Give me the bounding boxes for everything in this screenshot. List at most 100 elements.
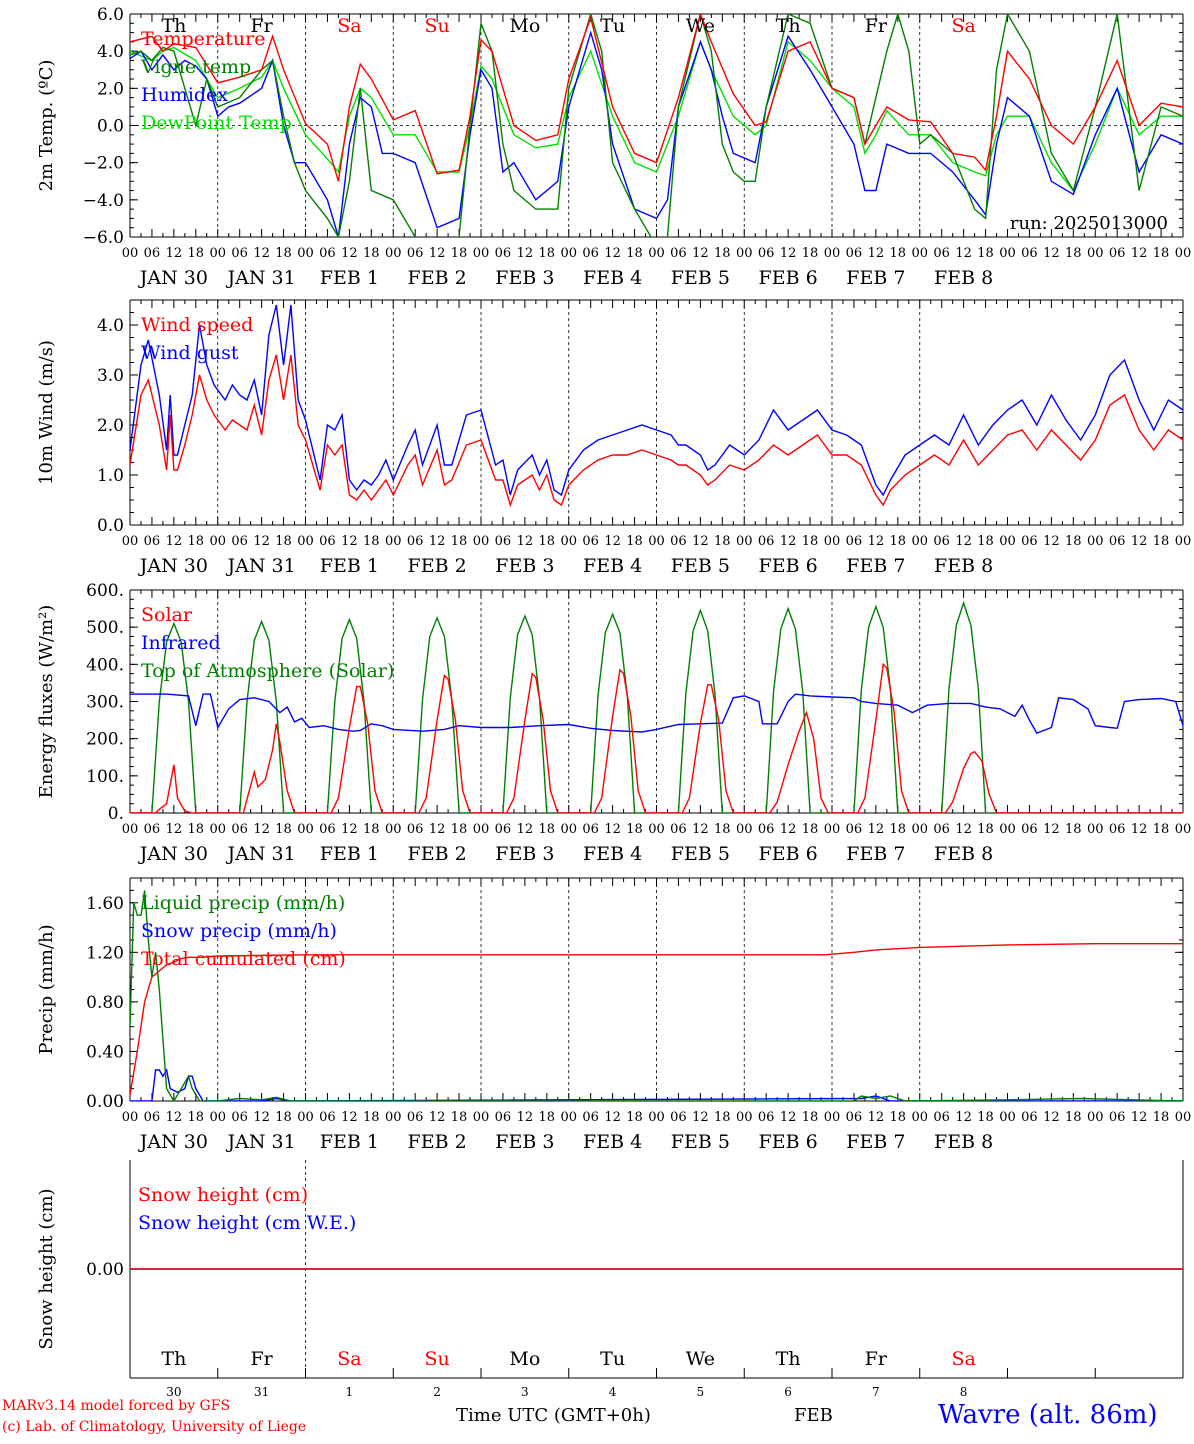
hour-tick-label: 18 [714,534,731,549]
date-label: FEB 4 [583,1131,642,1153]
hour-tick-label: 06 [231,1110,248,1125]
hour-tick-label: 18 [977,1110,994,1125]
date-label: FEB 1 [320,1131,379,1153]
hour-tick-label: 06 [582,534,599,549]
hour-tick-label: 00 [1087,534,1104,549]
hour-tick-label: 00 [736,246,753,261]
station-label: Wavre (alt. 86m) [938,1400,1158,1430]
hour-tick-label: 18 [188,822,205,837]
hour-tick-label: 12 [341,1110,358,1125]
date-label: FEB 2 [408,1131,467,1153]
hour-tick-label: 18 [1065,534,1082,549]
hour-tick-label: 06 [846,1110,863,1125]
weekday-label: Th [776,15,801,37]
hour-tick-label: 06 [933,534,950,549]
hour-tick-label: 18 [977,822,994,837]
hour-tick-label: 06 [582,822,599,837]
hour-tick-label: 12 [780,1110,797,1125]
day-of-month-label: 6 [784,1385,792,1399]
legend-entry: Wind gust [141,342,239,364]
hour-tick-label: 00 [824,246,841,261]
hour-tick-label: 12 [253,534,270,549]
day-of-month-label: 2 [433,1385,441,1399]
date-label: FEB 7 [846,267,905,289]
hour-tick-label: 00 [648,534,665,549]
date-label: FEB 4 [583,267,642,289]
date-label: JAN 30 [138,1131,208,1153]
hour-tick-label: 12 [868,822,885,837]
hour-tick-label: 18 [714,246,731,261]
hour-tick-label: 18 [1065,1110,1082,1125]
y-tick-label: 2.0 [97,416,124,436]
hour-tick-label: 18 [363,534,380,549]
hour-tick-label: 18 [977,246,994,261]
date-label: FEB 4 [583,555,642,577]
date-label: FEB 6 [759,1131,818,1153]
hour-tick-label: 00 [209,822,226,837]
hour-tick-label: 12 [429,246,446,261]
weekday-bottom-label: Sa [951,1348,975,1370]
series-line [130,304,1183,497]
date-label: FEB 6 [759,555,818,577]
y-tick-label: 2.0 [97,79,124,99]
hour-tick-label: 06 [1021,822,1038,837]
hour-tick-label: 00 [209,534,226,549]
hour-tick-label: 06 [495,1110,512,1125]
hour-tick-label: 12 [692,534,709,549]
date-label: FEB 7 [846,843,905,865]
hour-tick-label: 06 [1109,1110,1126,1125]
hour-tick-label: 18 [363,246,380,261]
hour-tick-label: 18 [802,534,819,549]
x-axis-title: Time UTC (GMT+0h) [456,1405,651,1426]
series-line [130,1068,1183,1101]
hour-tick-label: 12 [517,534,534,549]
hour-tick-label: 18 [539,534,556,549]
legend-entry: Temperature [141,28,265,50]
hour-tick-label: 00 [911,246,928,261]
series-line [130,693,1183,734]
hour-tick-label: 18 [890,246,907,261]
weekday-label: Fr [250,15,273,37]
hour-tick-label: 06 [582,1110,599,1125]
hour-tick-label: 06 [495,534,512,549]
date-label: FEB 5 [671,555,730,577]
hour-tick-label: 06 [407,1110,424,1125]
hour-tick-label: 06 [670,246,687,261]
hour-tick-label: 00 [648,822,665,837]
legend-entry: Liquid precip (mm/h) [141,892,345,914]
hour-tick-label: 00 [385,534,402,549]
date-label: FEB 5 [671,1131,730,1153]
footer-credit-1: MARv3.14 model forced by GFS [2,1398,231,1414]
hour-tick-label: 18 [363,822,380,837]
run-label: run: 2025013000 [1010,213,1168,234]
hour-tick-label: 06 [319,1110,336,1125]
weekday-label: Mo [509,15,540,37]
day-of-month-label: 30 [166,1385,181,1399]
hour-tick-label: 18 [890,822,907,837]
hour-tick-label: 18 [188,534,205,549]
hour-tick-label: 12 [868,534,885,549]
hour-tick-label: 12 [692,1110,709,1125]
hour-tick-label: 18 [188,246,205,261]
hour-tick-label: 18 [275,534,292,549]
y-tick-label: 100. [86,767,124,787]
date-label: FEB 5 [671,267,730,289]
y-tick-label: −2.0 [83,154,124,174]
day-of-month-label: 31 [254,1385,269,1399]
day-of-month-label: 4 [609,1385,617,1399]
hour-tick-label: 18 [802,1110,819,1125]
date-label: FEB 3 [495,1131,554,1153]
hour-tick-label: 18 [977,534,994,549]
y-tick-label: 3.0 [97,366,124,386]
hour-tick-label: 00 [560,534,577,549]
hour-tick-label: 06 [846,246,863,261]
hour-tick-label: 12 [780,822,797,837]
y-axis-label: 10m Wind (m/s) [36,340,57,485]
hour-tick-label: 12 [604,822,621,837]
hour-tick-label: 12 [429,822,446,837]
hour-tick-label: 18 [626,534,643,549]
hour-tick-label: 00 [911,822,928,837]
date-label: JAN 31 [226,1131,296,1153]
hour-tick-label: 18 [188,1110,205,1125]
legend-entry: Wind speed [141,314,253,336]
